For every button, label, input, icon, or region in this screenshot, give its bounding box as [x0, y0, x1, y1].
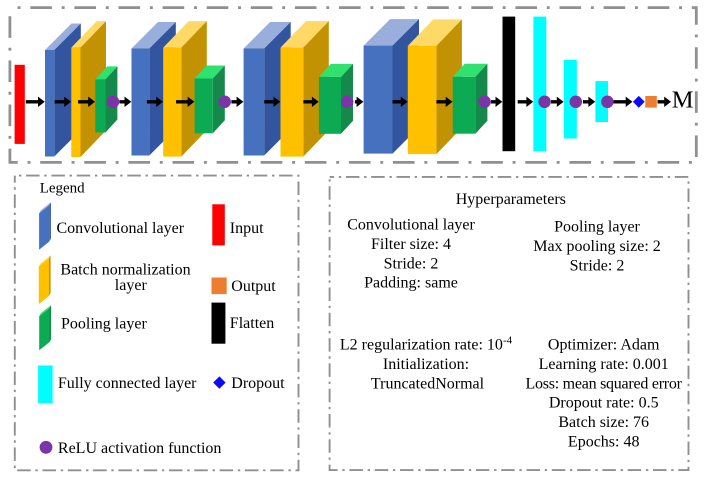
svg-text:Input: Input	[230, 220, 264, 237]
svg-text:layer: layer	[115, 277, 148, 294]
svg-text:Output: Output	[231, 278, 276, 295]
svg-text:Stride: 2: Stride: 2	[570, 257, 625, 274]
svg-text:Hyperparameters: Hyperparameters	[456, 191, 566, 208]
svg-text:Learning rate: 0.001: Learning rate: 0.001	[539, 356, 669, 373]
svg-text:Flatten: Flatten	[230, 315, 274, 332]
svg-text:Epochs: 48: Epochs: 48	[568, 434, 640, 451]
svg-text:Convolutional layer: Convolutional layer	[347, 217, 475, 234]
svg-text:TruncatedNormal: TruncatedNormal	[371, 375, 485, 392]
svg-text:Batch size: 76: Batch size: 76	[558, 414, 649, 431]
svg-text:Convolutional layer: Convolutional layer	[57, 220, 185, 237]
svg-text:Fully connected layer: Fully connected layer	[58, 375, 197, 392]
svg-text:Dropout rate: 0.5: Dropout rate: 0.5	[549, 395, 659, 412]
svg-text:Batch normalization: Batch normalization	[60, 262, 190, 279]
svg-text:Optimizer: Adam: Optimizer: Adam	[548, 337, 660, 354]
svg-text:Loss: mean squared error: Loss: mean squared error	[525, 375, 682, 392]
svg-text:ReLU activation function: ReLU activation function	[58, 440, 222, 457]
svg-text:Pooling layer: Pooling layer	[554, 219, 640, 236]
svg-text:L2 regularization rate: 10-4: L2 regularization rate: 10-4	[340, 335, 513, 354]
svg-text:Dropout: Dropout	[231, 375, 285, 392]
svg-text:Pooling layer: Pooling layer	[61, 316, 147, 333]
svg-text:Max pooling size: 2: Max pooling size: 2	[533, 238, 661, 255]
svg-text:Legend: Legend	[40, 181, 85, 197]
svg-text:Filter size: 4: Filter size: 4	[371, 236, 451, 253]
svg-text:Padding: same: Padding: same	[364, 275, 458, 292]
svg-text:M: M	[672, 86, 694, 113]
svg-text:Stride: 2: Stride: 2	[384, 255, 439, 272]
svg-text:Initialization:: Initialization:	[383, 356, 469, 373]
